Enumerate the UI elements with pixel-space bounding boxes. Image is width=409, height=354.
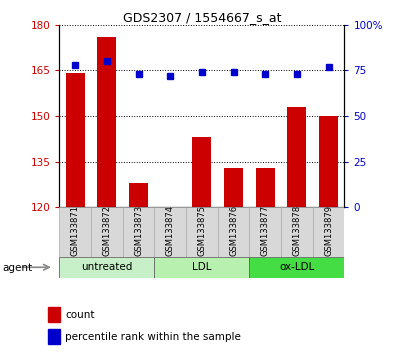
Text: GSM133873: GSM133873 (134, 205, 143, 256)
Bar (65, 73, 85, 207)
Bar (154, 257, 249, 278)
Bar (217, 207, 249, 257)
Bar (129, 183, 148, 207)
Text: GSM133872: GSM133872 (102, 205, 111, 256)
Text: GSM133877: GSM133877 (260, 205, 269, 256)
Bar (281, 207, 312, 257)
Text: GSM133874: GSM133874 (165, 205, 174, 256)
Text: count: count (65, 310, 94, 320)
Text: percentile rank within the sample: percentile rank within the sample (65, 332, 240, 342)
Text: GSM133871: GSM133871 (71, 205, 80, 256)
Bar (91, 207, 122, 257)
Text: LDL: LDL (192, 262, 211, 272)
Bar (312, 207, 344, 257)
Text: GSM133876: GSM133876 (229, 205, 238, 256)
Bar (154, 207, 186, 257)
Text: GSM133875: GSM133875 (197, 205, 206, 256)
Bar (186, 207, 217, 257)
Bar (48, 307, 60, 322)
Bar (48, 329, 60, 344)
Bar (97, 37, 116, 207)
Bar (59, 257, 154, 278)
Bar (59, 207, 91, 257)
Bar (192, 137, 211, 207)
Text: GSM133879: GSM133879 (323, 205, 332, 256)
Bar (249, 207, 281, 257)
Text: GSM133878: GSM133878 (292, 205, 301, 256)
Text: agent: agent (2, 263, 32, 273)
Bar (224, 167, 243, 207)
Text: ox-LDL: ox-LDL (279, 262, 314, 272)
Bar (122, 207, 154, 257)
Bar (287, 107, 306, 207)
Bar (249, 257, 344, 278)
Bar (255, 167, 274, 207)
Text: untreated: untreated (81, 262, 132, 272)
Title: GDS2307 / 1554667_s_at: GDS2307 / 1554667_s_at (122, 11, 281, 24)
Bar (318, 116, 337, 207)
